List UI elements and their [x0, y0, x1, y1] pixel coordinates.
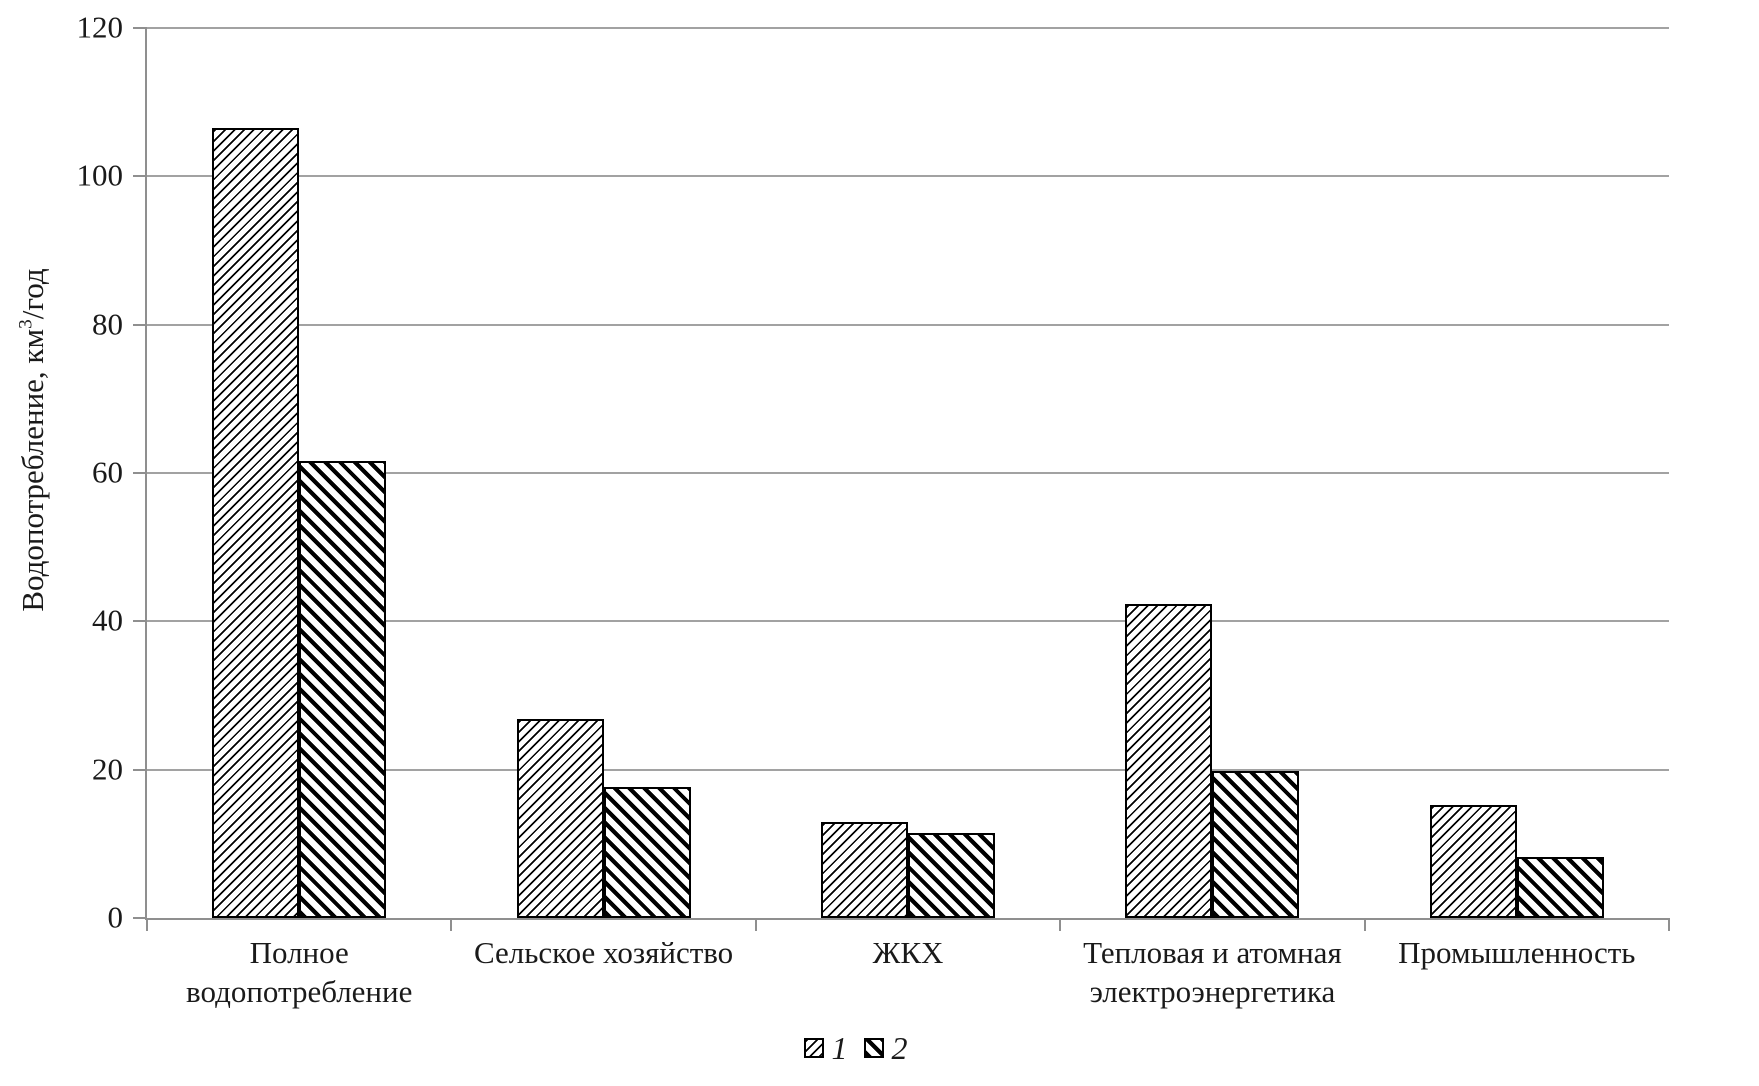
- gridline-100: [147, 175, 1669, 178]
- x-tick-2: [754, 918, 757, 931]
- y-tick-label-80: 80: [92, 305, 123, 341]
- y-tick-60: [133, 472, 147, 474]
- y-axis-title-unit: /год: [15, 268, 50, 320]
- gridline-60: [147, 472, 1669, 474]
- category-slot: Полное водопотребление: [147, 28, 451, 1009]
- legend-label-series-2: 2: [891, 1030, 908, 1066]
- y-tick-label-120: 120: [76, 9, 124, 45]
- bar-series-2: [907, 833, 996, 918]
- bar-series-2: [299, 461, 387, 918]
- bar-series-2: [603, 787, 691, 918]
- x-tick-5: [1668, 918, 1670, 931]
- legend-item-series-2: 2: [863, 1030, 908, 1066]
- bar-series-1: [516, 719, 604, 918]
- x-tick-4: [1363, 918, 1366, 931]
- y-axis-title-text: Водопотребление, км: [15, 328, 50, 612]
- legend: 1 2: [0, 1026, 1735, 1070]
- category-label: Сельское хозяйство: [473, 935, 734, 970]
- y-tick-label-100: 100: [76, 157, 124, 193]
- y-tick-100: [133, 175, 147, 178]
- category-slot: Тепловая и атомная электроэнергетика: [1060, 28, 1364, 1009]
- category-label: Тепловая и атомная электроэнергетика: [1083, 935, 1342, 1010]
- bar-series-1: [820, 821, 908, 918]
- category-label: ЖКХ: [872, 935, 944, 970]
- legend-item-series-1: 1: [803, 1030, 848, 1066]
- y-tick-40: [133, 620, 147, 623]
- category-label: Промышленность: [1398, 935, 1636, 970]
- plot-area: 0 20 40 60 80 100 120 Полное водопотребление Сел…: [77, 11, 1670, 1009]
- y-tick-120: [133, 27, 147, 29]
- y-tick-80: [133, 323, 147, 326]
- legend-label-series-1: 1: [831, 1030, 848, 1066]
- bar-series-1: [1125, 603, 1213, 918]
- category-slot: ЖКХ: [756, 28, 1060, 970]
- bar-series-1: [212, 128, 300, 918]
- bar-series-2: [1516, 857, 1604, 918]
- y-axis-title-superscript: 3: [15, 319, 37, 329]
- category-label: Полное водопотребление: [186, 935, 413, 1010]
- series-1-hatch-swatch: [803, 1038, 824, 1058]
- gridline-80: [147, 323, 1669, 326]
- series-2-hatch-swatch: [863, 1038, 884, 1058]
- bar-series-2: [1212, 771, 1300, 918]
- bar-series-1: [1429, 805, 1517, 918]
- category-slot: Промышленность: [1365, 28, 1669, 970]
- x-tick-3: [1059, 918, 1062, 931]
- gridline-120: [147, 27, 1669, 29]
- y-tick-20: [133, 768, 147, 771]
- y-axis-title: Водопотребление, км3/год: [15, 268, 51, 611]
- y-tick-label-20: 20: [92, 750, 123, 786]
- x-tick-0: [146, 918, 148, 931]
- category-slot: Сельское хозяйство: [451, 28, 755, 970]
- y-tick-label-60: 60: [92, 454, 123, 490]
- y-tick-0: [133, 917, 147, 919]
- x-tick-1: [450, 918, 453, 931]
- gridline-20: [147, 768, 1669, 771]
- gridline-40: [147, 620, 1669, 623]
- y-tick-label-40: 40: [92, 602, 123, 638]
- y-tick-label-0: 0: [107, 899, 124, 935]
